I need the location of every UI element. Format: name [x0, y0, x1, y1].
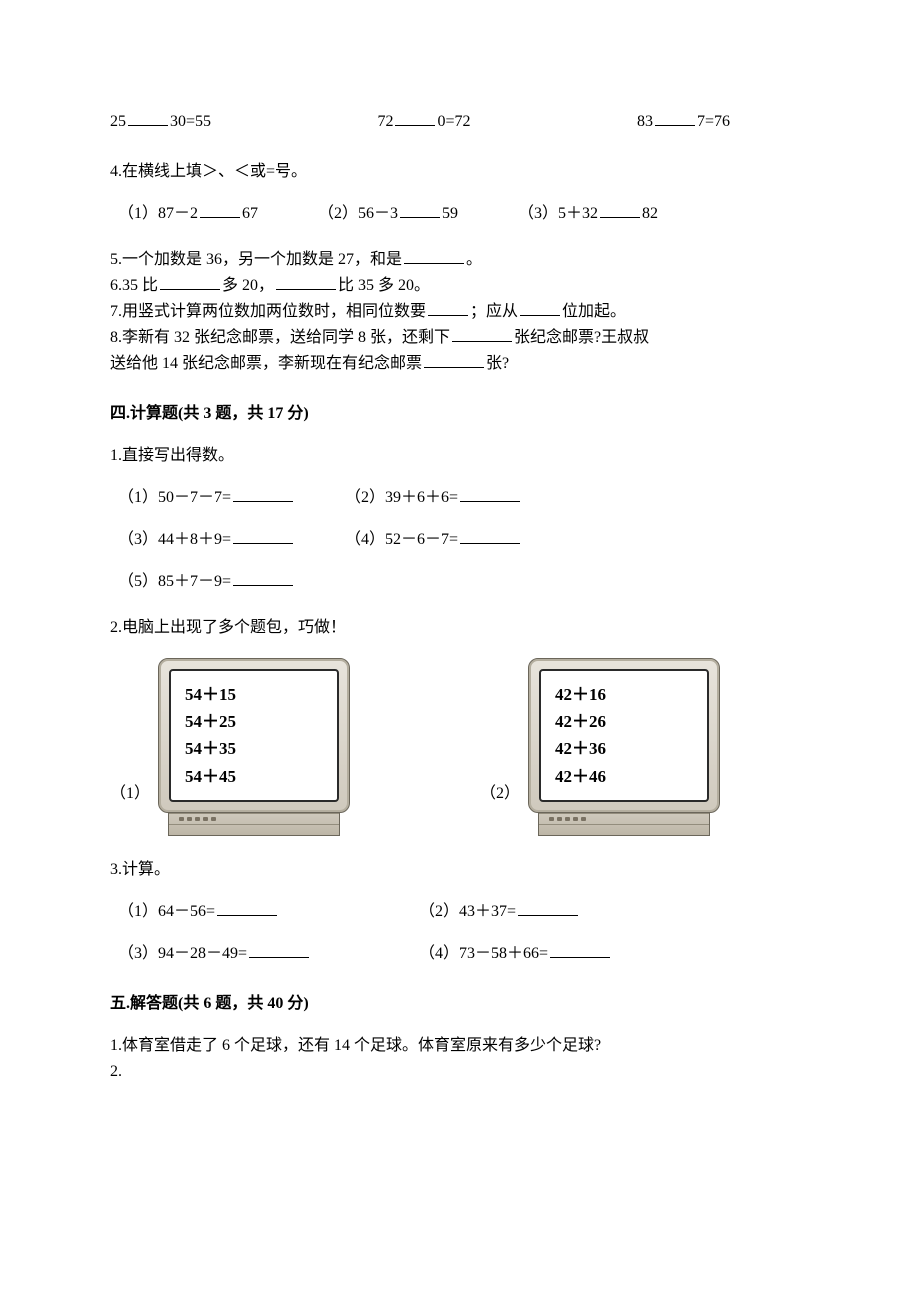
q6: 6.35 比多 20，比 35 多 20。: [110, 274, 810, 298]
q3-eq-b: 72 0=72: [377, 110, 470, 134]
s4q3-b: （2）43＋37=: [419, 900, 580, 924]
blank[interactable]: [233, 571, 293, 586]
blank[interactable]: [600, 203, 640, 218]
mon2-line: 42＋16: [555, 681, 693, 708]
blank[interactable]: [395, 111, 435, 126]
q4-c: （3）5＋3282: [518, 202, 658, 226]
q3a-left: 25: [110, 113, 126, 130]
blank[interactable]: [233, 487, 293, 502]
s4q3-d: （4）73－58＋66=: [419, 942, 612, 966]
blank[interactable]: [518, 901, 578, 916]
q4-items: （1）87－267 （2）56－359 （3）5＋3282: [110, 202, 810, 226]
s4q1-row3: （5）85＋7－9=: [110, 570, 810, 594]
blank[interactable]: [452, 327, 512, 342]
q5: 5.一个加数是 36，另一个加数是 27，和是。: [110, 248, 810, 272]
monitor1-bezel: 54＋15 54＋25 54＋35 54＋45: [158, 658, 350, 813]
q3c-left: 83: [637, 113, 653, 130]
s4q3-title: 3.计算。: [110, 858, 810, 882]
blank[interactable]: [233, 529, 293, 544]
s4q1-b: （2）39＋6＋6=: [345, 486, 522, 510]
s5q2: 2.: [110, 1060, 810, 1084]
blank[interactable]: [404, 249, 464, 264]
mon1-line: 54＋15: [185, 681, 323, 708]
blank[interactable]: [400, 203, 440, 218]
q3b-right: 0=72: [437, 113, 470, 130]
s4q2-title: 2.电脑上出现了多个题包，巧做！: [110, 616, 810, 640]
blank[interactable]: [460, 529, 520, 544]
s4q1-title: 1.直接写出得数。: [110, 444, 810, 468]
s5q1: 1.体育室借走了 6 个足球，还有 14 个足球。体育室原来有多少个足球?: [110, 1034, 810, 1058]
mon2-line: 42＋46: [555, 763, 693, 790]
q3b-left: 72: [377, 113, 393, 130]
mon2-line: 42＋36: [555, 735, 693, 762]
s4q1-row2: （3）44＋8＋9= （4）52－6－7=: [110, 528, 810, 552]
monitor1-screen: 54＋15 54＋25 54＋35 54＋45: [169, 669, 339, 802]
monitor2-label: （2）: [480, 782, 520, 836]
monitor2: 42＋16 42＋26 42＋36 42＋46: [528, 658, 720, 836]
mon2-line: 42＋26: [555, 708, 693, 735]
monitor1-stand: [168, 813, 340, 836]
s4q1-d: （4）52－6－7=: [345, 528, 522, 552]
s4q3-c: （3）94－28－49=: [118, 942, 311, 966]
q4-title: 4.在横线上填＞、＜或=号。: [110, 160, 810, 184]
blank[interactable]: [160, 275, 220, 290]
monitor2-stand: [538, 813, 710, 836]
section4-title: 四.计算题(共 3 题，共 17 分): [110, 402, 810, 426]
s4q3-a: （1）64－56=: [118, 900, 279, 924]
monitor2-bezel: 42＋16 42＋26 42＋36 42＋46: [528, 658, 720, 813]
s4q3-row2: （3）94－28－49= （4）73－58＋66=: [110, 942, 810, 966]
worksheet-page: 25 30=55 72 0=72 83 7=76 4.在横线上填＞、＜或=号。 （1）…: [0, 0, 920, 1302]
blank[interactable]: [249, 943, 309, 958]
monitor2-wrap: （2） 42＋16 42＋26 42＋36 42＋46: [480, 658, 720, 836]
blank[interactable]: [550, 943, 610, 958]
mon1-line: 54＋35: [185, 735, 323, 762]
q8-line2: 送给他 14 张纪念邮票，李新现在有纪念邮票张?: [110, 352, 810, 376]
monitor1: 54＋15 54＋25 54＋35 54＋45: [158, 658, 350, 836]
blank[interactable]: [217, 901, 277, 916]
q3-eq-a: 25 30=55: [110, 110, 211, 134]
s4q1-c: （3）44＋8＋9=: [118, 528, 295, 552]
q8-line1: 8.李新有 32 张纪念邮票，送给同学 8 张，还剩下张纪念邮票?王叔叔: [110, 326, 810, 350]
q3c-right: 7=76: [697, 113, 730, 130]
blank[interactable]: [460, 487, 520, 502]
blank[interactable]: [200, 203, 240, 218]
monitor1-label: （1）: [110, 782, 150, 836]
q3-eq-c: 83 7=76: [637, 110, 730, 134]
blank[interactable]: [428, 301, 468, 316]
q7: 7.用竖式计算两位数加两位数时，相同位数要；应从位加起。: [110, 300, 810, 324]
mon1-line: 54＋45: [185, 763, 323, 790]
blank[interactable]: [424, 353, 484, 368]
q4-b: （2）56－359: [318, 202, 458, 226]
mon1-line: 54＋25: [185, 708, 323, 735]
blank[interactable]: [276, 275, 336, 290]
monitor1-wrap: （1） 54＋15 54＋25 54＋35 54＋45: [110, 658, 350, 836]
q3-equations-row: 25 30=55 72 0=72 83 7=76: [110, 110, 730, 134]
q4: 4.在横线上填＞、＜或=号。 （1）87－267 （2）56－359 （3）5＋…: [110, 160, 810, 226]
q3a-right: 30=55: [170, 113, 211, 130]
s4q1-a: （1）50－7－7=: [118, 486, 295, 510]
blank[interactable]: [520, 301, 560, 316]
blank[interactable]: [128, 111, 168, 126]
blank[interactable]: [655, 111, 695, 126]
section5-title: 五.解答题(共 6 题，共 40 分): [110, 992, 810, 1016]
monitor-row: （1） 54＋15 54＋25 54＋35 54＋45 （2）: [110, 658, 810, 836]
q4-a: （1）87－267: [110, 202, 258, 226]
s4q3-row1: （1）64－56= （2）43＋37=: [110, 900, 810, 924]
s4q1-e: （5）85＋7－9=: [118, 573, 295, 590]
s4q1-row1: （1）50－7－7= （2）39＋6＋6=: [110, 486, 810, 510]
monitor2-screen: 42＋16 42＋26 42＋36 42＋46: [539, 669, 709, 802]
